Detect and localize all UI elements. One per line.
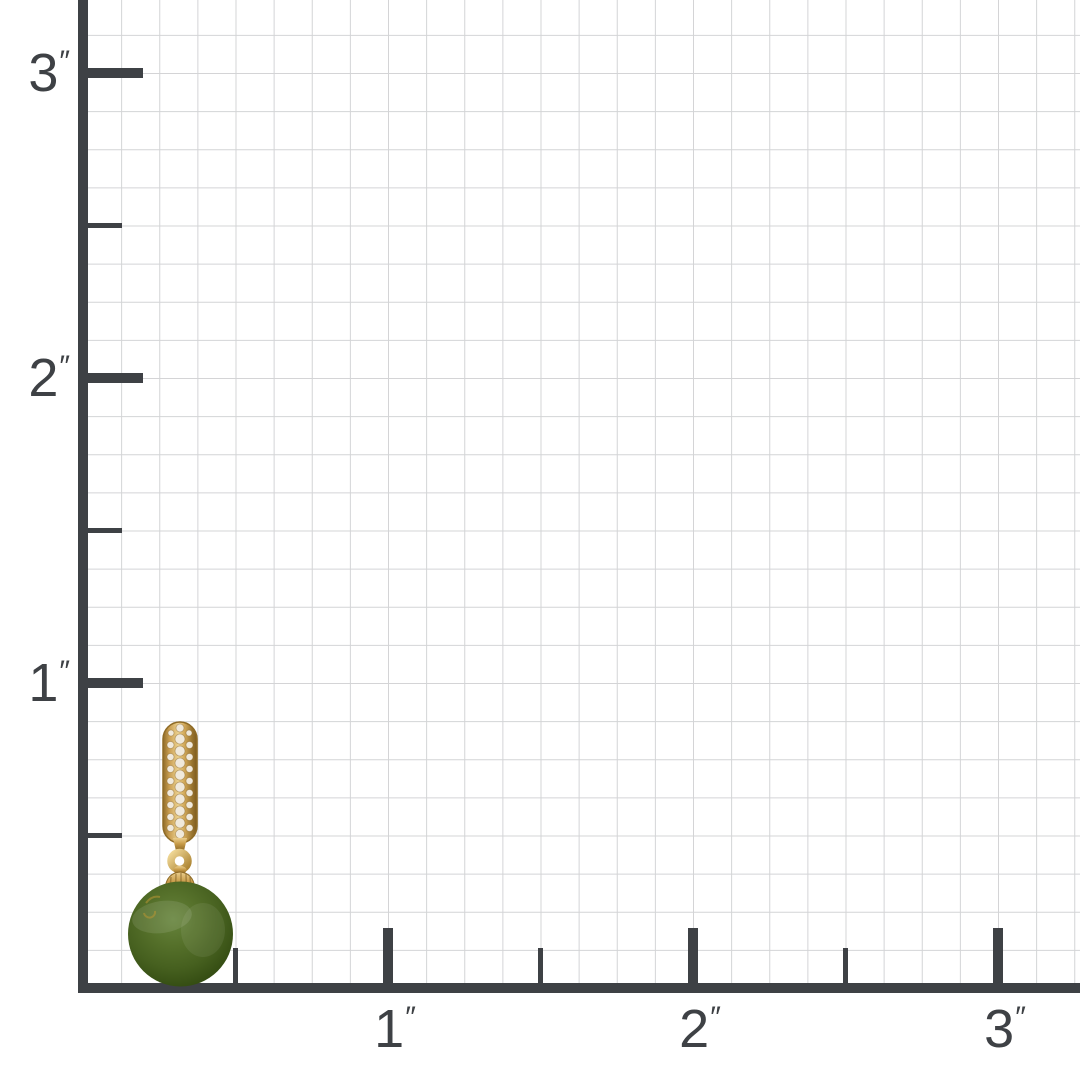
inch-unit-mark: ″ — [59, 350, 70, 383]
y-axis-line — [78, 0, 88, 993]
x-axis-label-3in: 3 ″ — [984, 1002, 1026, 1056]
pave-diamond — [166, 777, 175, 785]
x-axis-label-2in: 2 ″ — [679, 1002, 721, 1056]
inch-unit-mark: ″ — [405, 1001, 416, 1034]
x-minor-tick-2-5in — [843, 948, 848, 983]
pave-diamond — [185, 824, 194, 832]
y-axis-label-3in: 3 ″ — [0, 46, 70, 100]
pave-diamond — [185, 789, 194, 797]
pave-diamond — [174, 757, 186, 769]
pave-diamond — [185, 813, 194, 821]
x-major-tick-1in — [383, 928, 393, 983]
y-major-tick-3in — [88, 68, 143, 78]
inch-unit-mark: ″ — [710, 1001, 721, 1034]
jade-gold-reflection — [143, 895, 161, 919]
y-axis-ticks — [88, 68, 143, 838]
jade-highlight — [132, 900, 192, 934]
jade-highlight — [181, 903, 225, 957]
inch-unit-mark: ″ — [59, 655, 70, 688]
x-minor-tick-1-5in — [538, 948, 543, 983]
y-axis-label-1in: 1 ″ — [0, 656, 70, 710]
pave-diamond — [166, 765, 175, 773]
pave-diamond — [175, 829, 185, 839]
y-major-tick-2in — [88, 373, 143, 383]
product-photo-earring — [128, 721, 233, 987]
pave-diamond — [166, 824, 175, 832]
grid-background — [83, 0, 1080, 988]
pave-diamond — [166, 801, 175, 809]
x-axis-line — [78, 983, 1080, 993]
y-minor-tick-1-5in — [88, 528, 122, 533]
y-minor-tick-0-5in — [88, 833, 122, 838]
pave-diamond — [166, 753, 175, 761]
y-axis-label-value: 2 — [28, 348, 59, 408]
y-axis-label-2in: 2 ″ — [0, 351, 70, 405]
pave-diamond — [174, 781, 186, 793]
x-major-tick-2in — [688, 928, 698, 983]
pave-diamond — [174, 793, 186, 805]
pave-diamond — [174, 805, 186, 817]
pave-diamond — [185, 741, 194, 749]
pave-diamond — [185, 765, 194, 773]
pave-diamond — [185, 777, 194, 785]
pave-diamond — [185, 801, 194, 809]
x-axis-label-1in: 1 ″ — [374, 1002, 416, 1056]
pave-diamond — [175, 723, 185, 733]
x-axis-label-value: 3 — [984, 999, 1015, 1059]
x-axis-label-value: 2 — [679, 999, 710, 1059]
pave-diamond — [185, 753, 194, 761]
y-axis-label-value: 3 — [28, 43, 59, 103]
earring-connector — [173, 838, 187, 851]
x-axis-ticks — [233, 928, 1003, 983]
pave-diamond — [174, 769, 186, 781]
pave-diamond — [174, 745, 186, 757]
earring-jade-bead — [128, 881, 233, 987]
pave-diamond — [166, 813, 175, 821]
inch-unit-mark: ″ — [59, 45, 70, 78]
y-minor-tick-2-5in — [88, 223, 122, 228]
pave-diamond — [166, 789, 175, 797]
x-major-tick-3in — [993, 928, 1003, 983]
x-minor-tick-0-5in — [233, 948, 238, 983]
y-axis-label-value: 1 — [28, 653, 59, 713]
inch-unit-mark: ″ — [1015, 1001, 1026, 1034]
earring-pave-diamonds — [166, 723, 194, 839]
x-axis-label-value: 1 — [374, 999, 405, 1059]
pave-diamond — [166, 741, 175, 749]
y-major-tick-1in — [88, 678, 143, 688]
pave-diamond — [185, 729, 193, 737]
pave-diamond — [174, 733, 186, 745]
pave-diamond — [174, 817, 186, 829]
pave-diamond — [167, 729, 175, 737]
